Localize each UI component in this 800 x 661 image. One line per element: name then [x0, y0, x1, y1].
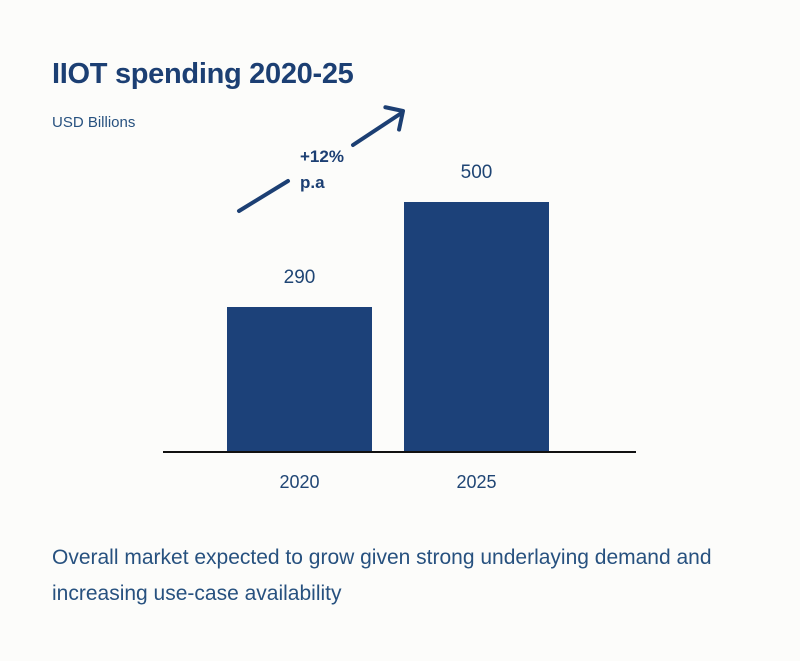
chart-caption: Overall market expected to grow given st… — [52, 546, 712, 605]
chart-plot-area: 290 500 2020 2025 +12% p.a — [163, 105, 636, 492]
page-title: IIOT spending 2020-25 — [52, 58, 354, 90]
x-axis-label-2025: 2025 — [456, 472, 497, 492]
chart-subtitle-units: USD Billions — [52, 114, 136, 131]
growth-rate-annotation: +12% p.a — [300, 144, 344, 196]
growth-rate-value: +12% — [300, 147, 344, 166]
bar-2025[interactable] — [404, 202, 549, 451]
bar-value-label-2025: 500 — [460, 162, 493, 183]
bar-2020[interactable] — [227, 307, 372, 451]
growth-rate-period: p.a — [300, 173, 325, 192]
x-axis-line — [163, 451, 636, 453]
bar-value-label-2020: 290 — [283, 267, 316, 288]
x-axis-label-2020: 2020 — [279, 472, 320, 492]
